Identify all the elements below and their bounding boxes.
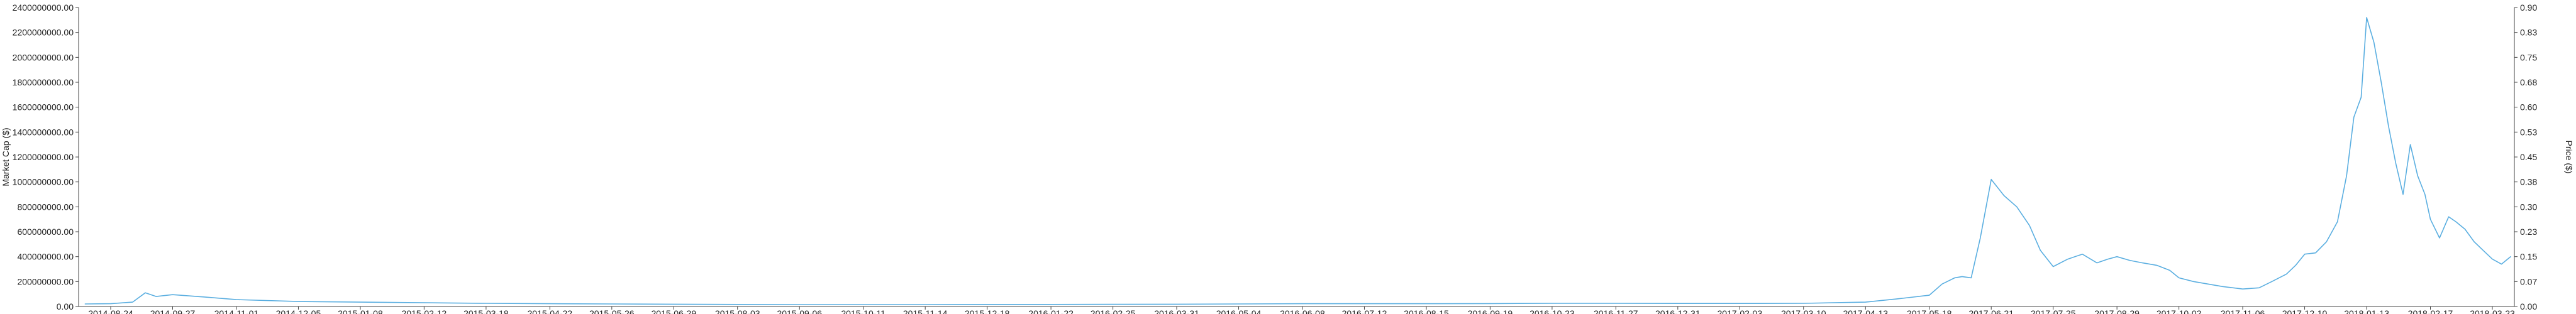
x-axis-tick-label: 2015-11-14 (903, 308, 948, 314)
right-axis-tick-label: 0.90 (2520, 3, 2537, 13)
left-axis-tick-label: 2000000000.00 (13, 52, 74, 62)
x-axis-tick-label: 2016-03-31 (1154, 308, 1199, 314)
right-axis-ticks: 0.00 0.07 0.15 0.23 0.30 0.38 0.45 0.53 0.60 0.68… (2514, 3, 2537, 311)
x-axis-tick-label: 2017-12-10 (2282, 308, 2328, 314)
x-axis-tick-label: 2015-03-18 (464, 308, 509, 314)
right-axis-tick-label: 0.07 (2520, 276, 2537, 286)
series-group (84, 17, 2511, 305)
left-axis-tick-label: 1400000000.00 (13, 127, 74, 137)
x-axis-tick-label: 2017-10-02 (2157, 308, 2202, 314)
right-axis-tick-label: 0.15 (2520, 252, 2537, 262)
left-axis-tick-label: 2200000000.00 (13, 28, 74, 38)
left-axis-ticks: 0.00 200000000.00 400000000.00 600000000.00… (13, 3, 79, 311)
x-axis-tick-label: 2017-06-21 (1968, 308, 2014, 314)
right-axis-title: Price ($) (2564, 141, 2574, 174)
left-axis-tick-label: 1000000000.00 (13, 177, 74, 187)
left-axis-tick-label: 1200000000.00 (13, 152, 74, 162)
right-axis-tick-label: 0.75 (2520, 52, 2537, 62)
x-axis-tick-label: 2017-02-03 (1718, 308, 1763, 314)
x-axis-tick-label: 2015-06-29 (652, 308, 697, 314)
x-axis-tick-label: 2016-06-08 (1280, 308, 1325, 314)
x-axis-tick-label: 2016-09-19 (1468, 308, 1513, 314)
right-axis-tick-label: 0.23 (2520, 227, 2537, 237)
x-axis-tick-label: 2016-08-15 (1404, 308, 1449, 314)
x-axis-tick-label: 2017-04-13 (1843, 308, 1888, 314)
x-axis-tick-label: 2014-12-05 (276, 308, 321, 314)
left-axis-tick-label: 2400000000.00 (13, 3, 74, 13)
x-axis-tick-label: 2017-07-25 (2031, 308, 2076, 314)
x-axis-tick-label: 2016-07-12 (1342, 308, 1387, 314)
x-axis-tick-label: 2016-12-31 (1655, 308, 1701, 314)
right-axis-tick-label: 0.53 (2520, 127, 2537, 137)
x-axis-tick-label: 2015-01-08 (338, 308, 383, 314)
x-axis-tick-label: 2017-08-29 (2094, 308, 2140, 314)
right-axis-tick-label: 0.30 (2520, 202, 2537, 212)
x-axis-tick-label: 2015-08-03 (715, 308, 760, 314)
left-axis-tick-label: 0.00 (57, 301, 74, 311)
x-axis-tick-label: 2015-12-18 (965, 308, 1010, 314)
x-axis-tick-label: 2017-11-06 (2221, 308, 2265, 314)
left-axis-tick-label: 1600000000.00 (13, 102, 74, 112)
right-axis-tick-label: 0.00 (2520, 301, 2537, 311)
x-axis-tick-label: 2014-11-01 (214, 308, 259, 314)
x-axis-ticks: 2014-08-24 2014-09-27 2014-11-01 2014-12-05… (88, 306, 2515, 314)
plot-area (78, 8, 2515, 307)
x-axis-tick-label: 2014-08-24 (88, 308, 133, 314)
x-axis-tick-label: 2015-05-26 (589, 308, 635, 314)
x-axis-tick-label: 2016-11-27 (1594, 308, 1638, 314)
x-axis-tick-label: 2015-10-11 (841, 308, 886, 314)
left-axis-tick-label: 800000000.00 (17, 202, 74, 212)
x-axis-tick-label: 2017-03-10 (1781, 308, 1826, 314)
x-axis-tick-label: 2016-05-04 (1216, 308, 1262, 314)
x-axis-tick-label: 2015-09-06 (777, 308, 822, 314)
x-axis-tick-label: 2015-02-12 (402, 308, 447, 314)
left-axis-tick-label: 400000000.00 (17, 252, 74, 262)
left-axis-tick-label: 1800000000.00 (13, 77, 74, 87)
series-line (84, 17, 2511, 305)
x-axis-tick-label: 2017-05-18 (1907, 308, 1952, 314)
x-axis-tick-label: 2016-01-22 (1028, 308, 1074, 314)
x-axis-tick-label: 2018-02-17 (2408, 308, 2453, 314)
right-axis-tick-label: 0.83 (2520, 28, 2537, 38)
x-axis-tick-label: 2018-03-23 (2470, 308, 2515, 314)
left-axis-tick-label: 200000000.00 (17, 276, 74, 286)
right-axis-tick-label: 0.60 (2520, 102, 2537, 112)
left-axis-tick-label: 600000000.00 (17, 227, 74, 237)
left-axis-title: Market Cap ($) (1, 127, 11, 186)
x-axis-tick-label: 2016-02-25 (1091, 308, 1136, 314)
right-axis-tick-label: 0.45 (2520, 152, 2537, 162)
right-axis-tick-label: 0.38 (2520, 177, 2537, 187)
x-axis-tick-label: 2018-01-13 (2344, 308, 2389, 314)
x-axis-tick-label: 2014-09-27 (150, 308, 196, 314)
x-axis-tick-label: 2016-10-23 (1530, 308, 1575, 314)
right-axis-tick-label: 0.68 (2520, 77, 2537, 87)
x-axis-tick-label: 2015-04-22 (527, 308, 572, 314)
